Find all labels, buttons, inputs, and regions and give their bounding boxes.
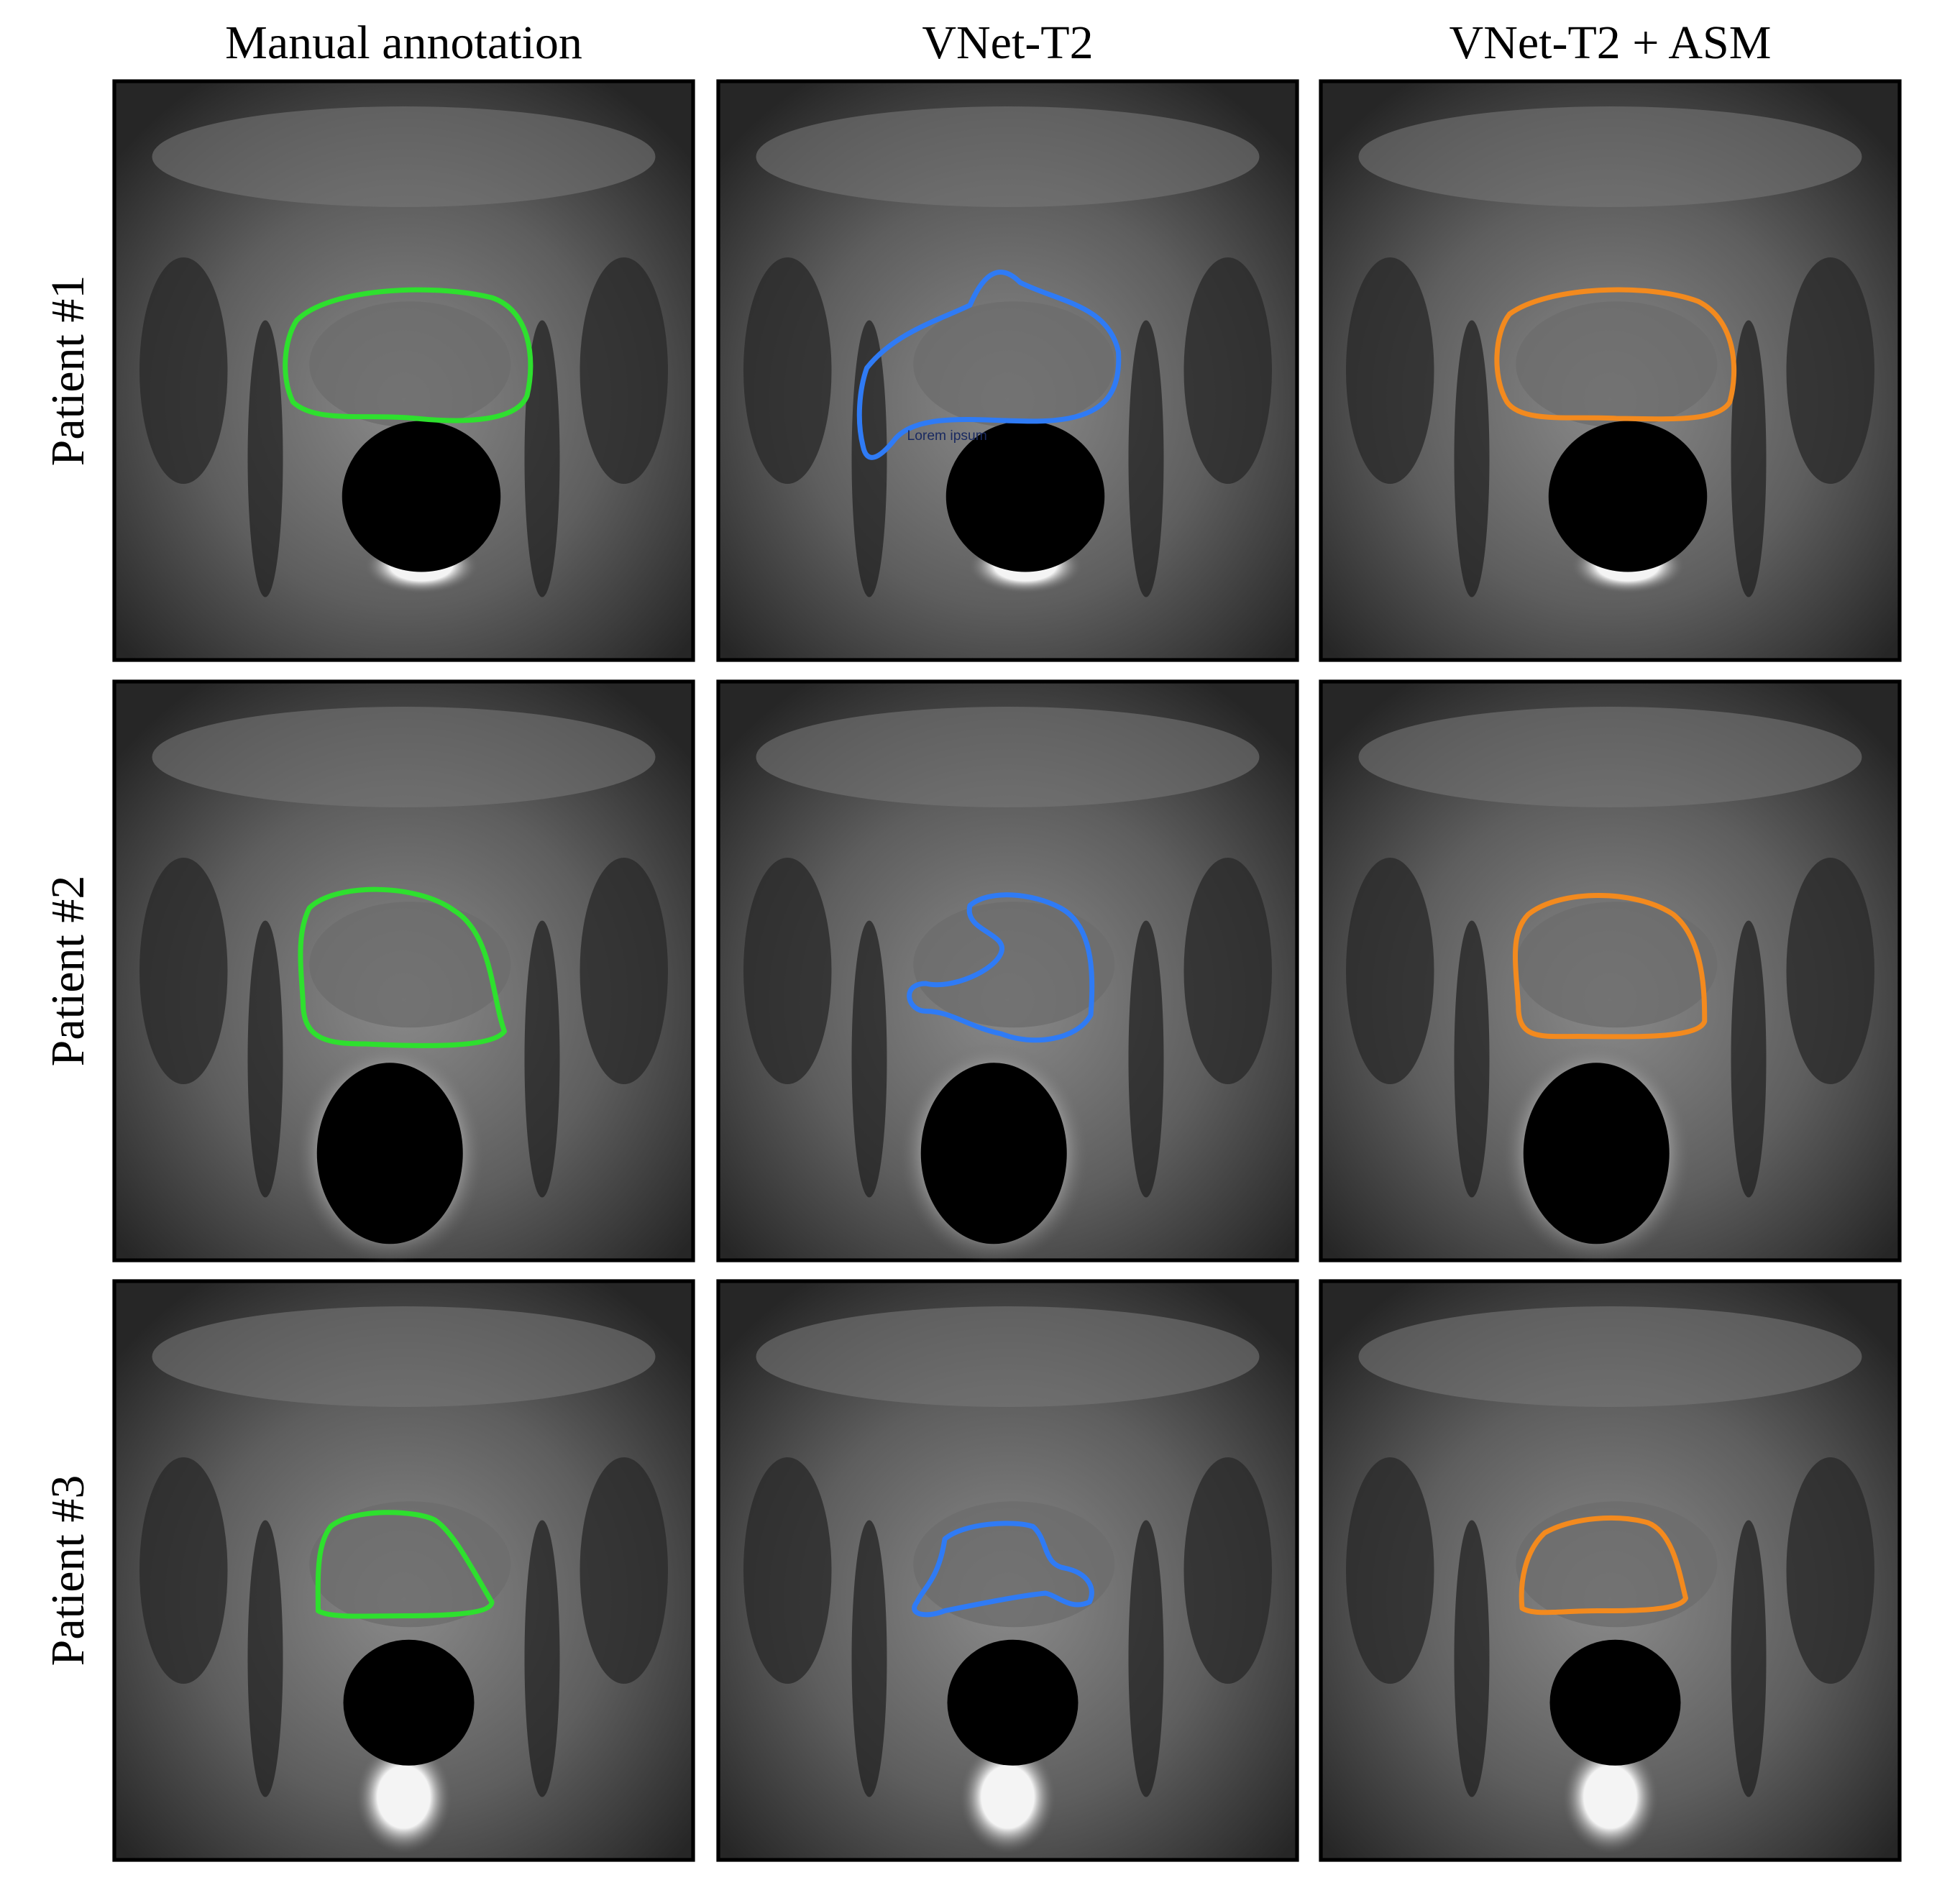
right-muscle [1786, 257, 1874, 484]
row-title: Patient #3 [42, 1475, 94, 1667]
column-title: Manual annotation [225, 17, 582, 69]
gland [309, 1501, 511, 1628]
right-band [1128, 320, 1164, 597]
contour [298, 886, 507, 1048]
right-muscle [1786, 858, 1874, 1084]
upper-tissue [756, 707, 1260, 807]
right-muscle [1183, 858, 1272, 1084]
right-muscle [580, 858, 668, 1084]
rectum [945, 421, 1105, 572]
right-band [1731, 1520, 1767, 1797]
right-muscle [1183, 257, 1272, 484]
left-band [247, 920, 283, 1198]
contour [283, 287, 533, 423]
column-title: VNet-T2 + ASM [1450, 17, 1772, 69]
right-muscle [580, 257, 668, 484]
mri-panel: Lorem ipsum [716, 79, 1299, 662]
mri-panel [112, 79, 695, 662]
contour [1513, 893, 1708, 1040]
gland [1516, 301, 1718, 428]
upper-tissue [1358, 106, 1862, 207]
right-band [1731, 920, 1767, 1198]
left-band [1454, 320, 1490, 597]
upper-tissue [152, 707, 656, 807]
upper-tissue [152, 106, 656, 207]
rectum [316, 1063, 463, 1244]
bright-ring [356, 1740, 452, 1854]
bright-ring [1562, 1740, 1658, 1854]
gland [913, 902, 1115, 1028]
mri-panel [112, 1279, 695, 1862]
left-muscle [139, 858, 228, 1084]
row-title: Patient #1 [42, 275, 94, 467]
left-band [851, 1520, 887, 1797]
mri-panel [1319, 79, 1902, 662]
mri-panel [716, 1279, 1299, 1862]
left-muscle [1346, 1457, 1434, 1684]
gland [913, 301, 1115, 428]
right-band [1128, 1520, 1164, 1797]
left-muscle [139, 257, 228, 484]
contour [315, 1510, 495, 1619]
mri-panel [1319, 1279, 1902, 1862]
mri-panel [112, 679, 695, 1265]
mri-panel [1319, 679, 1902, 1265]
contour [912, 1521, 1094, 1618]
overlay-text: Lorem ipsum [907, 428, 987, 444]
contour [907, 892, 1095, 1043]
left-muscle [1346, 858, 1434, 1084]
left-band [1454, 920, 1490, 1198]
contour [1519, 1516, 1688, 1615]
right-band [524, 1520, 560, 1797]
rectum [1523, 1063, 1670, 1244]
left-band [851, 920, 887, 1198]
left-muscle [1346, 257, 1434, 484]
upper-tissue [756, 106, 1260, 207]
column-title: VNet-T2 [922, 17, 1093, 69]
contour [856, 270, 1122, 460]
gland [1516, 1501, 1718, 1628]
rectum [1549, 1639, 1681, 1766]
upper-tissue [1358, 707, 1862, 807]
gland [309, 902, 511, 1028]
right-muscle [1786, 1457, 1874, 1684]
right-muscle [1183, 1457, 1272, 1684]
left-muscle [743, 257, 832, 484]
left-band [247, 1520, 283, 1797]
mri-panel [716, 679, 1299, 1265]
right-band [1128, 920, 1164, 1198]
left-band [1454, 1520, 1490, 1797]
left-muscle [743, 858, 832, 1084]
bright-ring [960, 1740, 1055, 1854]
gland [913, 1501, 1115, 1628]
rectum [1548, 421, 1708, 572]
rectum [947, 1639, 1079, 1766]
left-muscle [139, 1457, 228, 1684]
gland [309, 301, 511, 428]
left-band [247, 320, 283, 597]
upper-tissue [756, 1306, 1260, 1407]
right-band [524, 320, 560, 597]
upper-tissue [152, 1306, 656, 1407]
right-band [524, 920, 560, 1198]
left-muscle [743, 1457, 832, 1684]
rectum [920, 1063, 1067, 1244]
rectum [343, 1639, 475, 1766]
rectum [342, 421, 501, 572]
gland [1516, 902, 1718, 1028]
upper-tissue [1358, 1306, 1862, 1407]
contour [1494, 287, 1737, 422]
row-title: Patient #2 [42, 876, 94, 1067]
right-band [1731, 320, 1767, 597]
right-muscle [580, 1457, 668, 1684]
